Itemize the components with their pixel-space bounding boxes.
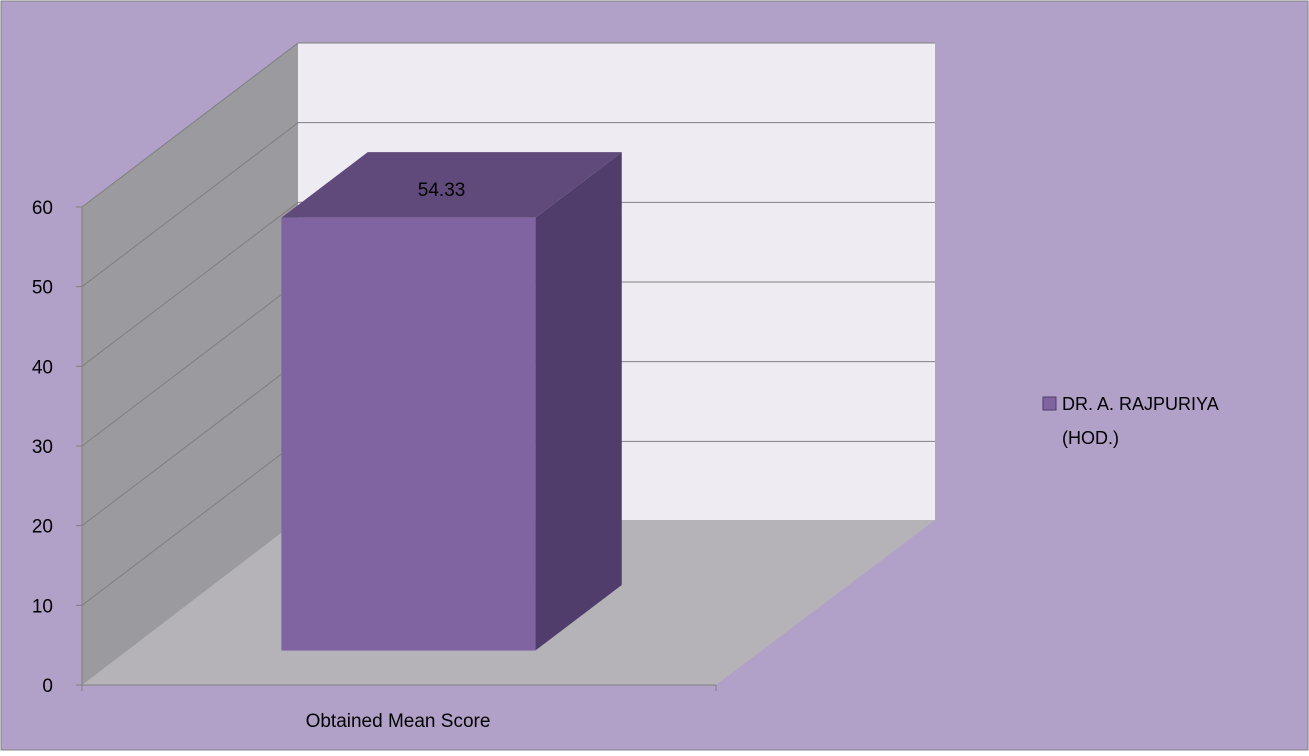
legend-label: DR. A. RAJPURIYA (HOD.) xyxy=(1062,394,1223,448)
side-gridline xyxy=(81,201,299,367)
bar-front-face xyxy=(281,217,536,651)
bar-top-face xyxy=(281,152,622,218)
y-tick-label: 30 xyxy=(32,437,53,458)
y-tick-label: 50 xyxy=(32,278,53,299)
legend-label-line-2: (HOD.) xyxy=(1062,428,1119,448)
side-gridline xyxy=(81,440,299,606)
legend: DR. A. RAJPURIYA (HOD.) xyxy=(1042,394,1223,448)
legend-swatch xyxy=(1042,396,1057,411)
y-tick-label: 60 xyxy=(32,198,53,219)
side-gridline xyxy=(81,42,299,208)
bar-side-face xyxy=(535,152,622,651)
side-gridline xyxy=(81,281,299,447)
side-gridline xyxy=(81,361,299,527)
side-gridline xyxy=(81,122,299,288)
y-tick-label: 20 xyxy=(32,517,53,538)
y-tick-label: 10 xyxy=(32,596,53,617)
y-tick-labels: 0 10 20 30 40 50 60 xyxy=(32,198,82,697)
y-tick-label: 40 xyxy=(32,357,53,378)
legend-label-line-1: DR. A. RAJPURIYA xyxy=(1062,394,1219,414)
x-category-label: Obtained Mean Score xyxy=(306,711,491,732)
bars: 54.33 xyxy=(281,152,622,651)
data-label: 54.33 xyxy=(418,180,466,201)
y-tick-label: 0 xyxy=(42,676,53,697)
